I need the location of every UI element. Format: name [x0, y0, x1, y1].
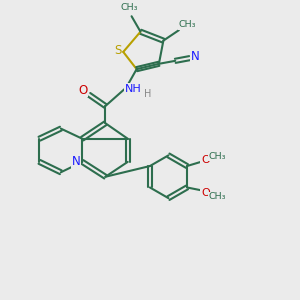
Text: CH₃: CH₃ [208, 193, 226, 202]
Text: O: O [79, 84, 88, 97]
Text: S: S [114, 44, 122, 57]
Text: N: N [191, 50, 200, 63]
Text: CH₃: CH₃ [120, 3, 138, 12]
Text: CH₃: CH₃ [179, 20, 196, 29]
Text: N: N [72, 155, 81, 168]
Text: O: O [201, 188, 210, 198]
Text: O: O [201, 154, 210, 164]
Text: H: H [144, 89, 151, 99]
Text: NH: NH [124, 84, 141, 94]
Text: CH₃: CH₃ [208, 152, 226, 161]
